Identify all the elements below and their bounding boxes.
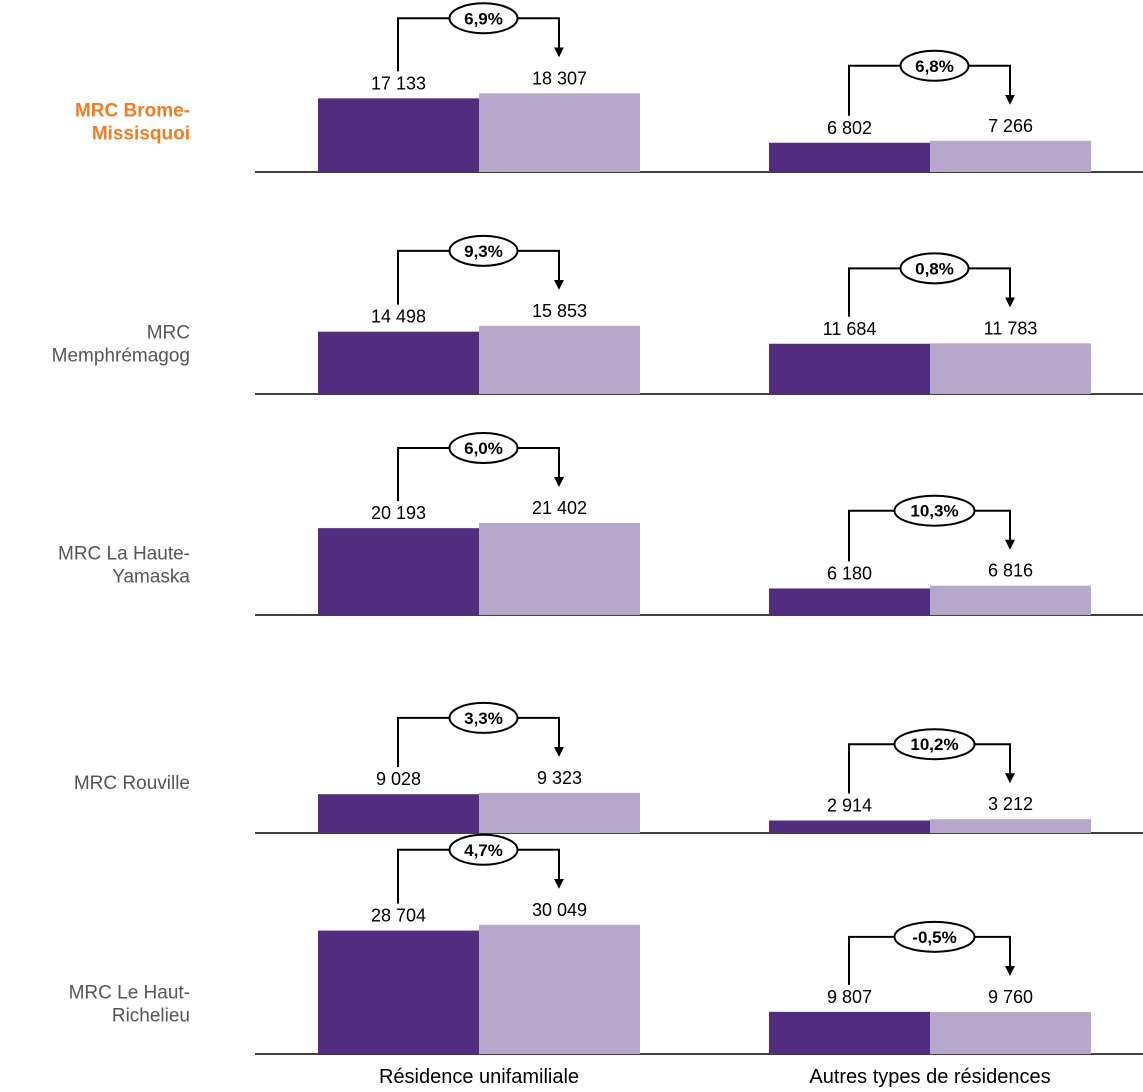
change-label: 4,7%: [464, 841, 503, 860]
bar-value-label: 11 684: [823, 319, 877, 339]
change-badge: [893, 920, 976, 953]
change-label: 0,8%: [915, 259, 954, 278]
bar-value-label: 15 853: [532, 301, 587, 321]
bar-value-label: 14 498: [371, 307, 426, 327]
bar-value-label: 6 816: [988, 561, 1033, 581]
change-label: 3,3%: [464, 709, 503, 728]
region-label: Missisquoi: [92, 124, 190, 145]
category-axis-label: Autres types de résidences: [809, 1066, 1050, 1088]
change-badge: [448, 431, 519, 464]
bar: [479, 792, 640, 833]
bar: [479, 522, 640, 615]
bar: [769, 1011, 930, 1054]
region-label: Memphrémagog: [52, 346, 190, 367]
change-badge: [899, 252, 970, 285]
bar-value-label: 18 307: [532, 68, 587, 88]
bar: [318, 98, 479, 172]
bar: [769, 588, 930, 615]
change-label: 6,0%: [464, 439, 503, 458]
region-label: MRC Rouville: [74, 773, 190, 794]
bar-value-label: 6 802: [827, 118, 872, 138]
change-badge: [448, 701, 519, 734]
bar-value-label: 30 049: [532, 900, 587, 920]
change-label: 10,3%: [910, 502, 958, 521]
bar-value-label: 28 704: [371, 906, 426, 926]
bar-value-label: 21 402: [532, 498, 587, 518]
bar-value-label: 2 914: [827, 795, 872, 815]
change-badge: [448, 833, 519, 866]
bar: [479, 325, 640, 394]
region-label: MRC Brome-: [75, 101, 190, 122]
bar-value-label: 3 212: [988, 794, 1033, 814]
bar: [318, 794, 479, 833]
change-label: 10,2%: [910, 735, 958, 754]
region-label: MRC Le Haut-: [69, 983, 190, 1004]
bar: [930, 1012, 1091, 1054]
bar: [318, 331, 479, 394]
change-badge: [448, 2, 519, 35]
region-label: Yamaska: [112, 567, 190, 588]
change-label: -0,5%: [912, 928, 956, 947]
region-label: Richelieu: [112, 1006, 190, 1027]
bar-value-label: 20 193: [371, 503, 426, 523]
bar: [479, 924, 640, 1054]
bar-value-label: 11 783: [984, 318, 1038, 338]
change-badge: [893, 494, 976, 527]
bar: [930, 585, 1091, 615]
bar-value-label: 6 180: [827, 563, 872, 583]
bar-value-label: 9 323: [537, 768, 582, 788]
change-badge: [448, 234, 519, 267]
bar: [769, 343, 930, 394]
region-label: MRC: [147, 323, 190, 344]
bar-value-label: 9 028: [376, 769, 421, 789]
bar: [930, 819, 1091, 833]
change-label: 9,3%: [464, 242, 503, 261]
bar: [318, 528, 479, 615]
bar: [318, 930, 479, 1054]
bar-value-label: 9 807: [827, 987, 872, 1007]
bar-value-label: 7 266: [988, 116, 1033, 136]
category-axis-label: Résidence unifamiliale: [379, 1066, 579, 1088]
region-label: MRC La Haute-: [58, 544, 190, 565]
change-badge: [899, 49, 970, 82]
change-badge: [893, 728, 976, 761]
bar: [769, 820, 930, 833]
bar-value-label: 9 760: [988, 987, 1033, 1007]
bar: [930, 140, 1091, 172]
bar: [930, 343, 1091, 394]
change-label: 6,9%: [464, 9, 503, 28]
bar: [479, 93, 640, 172]
bar-value-label: 17 133: [371, 73, 426, 93]
change-label: 6,8%: [915, 57, 954, 76]
bar: [769, 142, 930, 172]
